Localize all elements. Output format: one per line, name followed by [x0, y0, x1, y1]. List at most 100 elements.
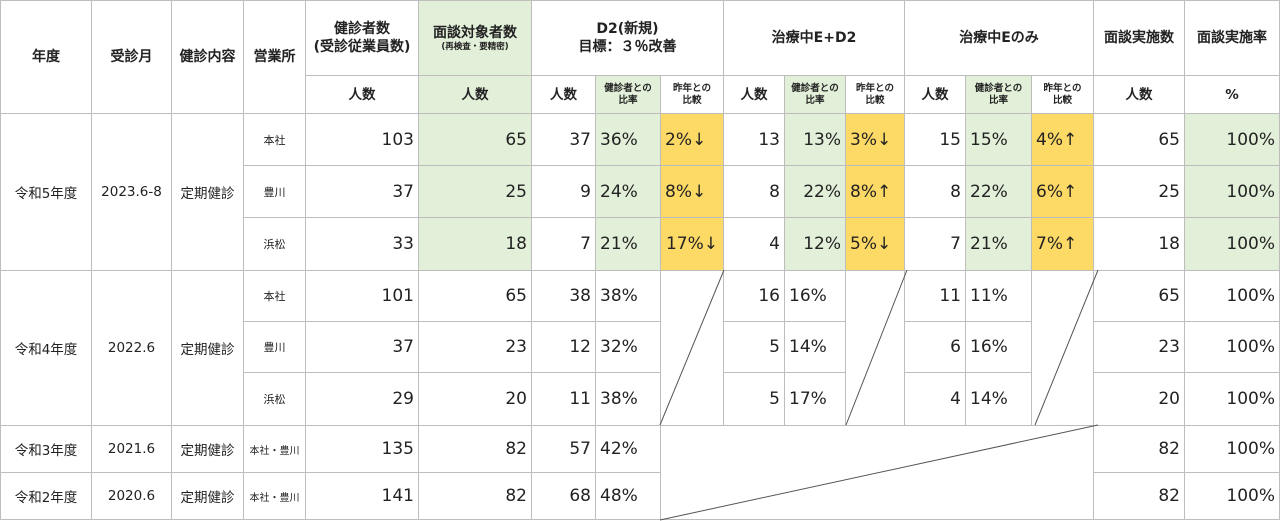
cell-interviews: 23: [1093, 321, 1185, 373]
cell-office: 浜松: [243, 372, 306, 426]
cell-e-compare-empty: [1031, 270, 1094, 426]
cell-office: 豊川: [243, 165, 306, 218]
cell-rate: 100%: [1184, 165, 1280, 218]
table-row: 令和5年度 2023.6-8 定期健診 本社 103 65 37 36% 2%↓…: [0, 113, 1280, 271]
cell-examinees: 135: [305, 425, 419, 473]
cell-ed2-compare: 5%↓: [845, 217, 905, 271]
cell-interviews: 20: [1093, 372, 1185, 426]
cell-office: 本社・豊川: [243, 425, 306, 473]
cell-d2: 57: [531, 425, 596, 473]
table-row: 浜松 29 20 11 38% 5 17% 4 14% 20 100%: [1, 372, 1280, 426]
cell-examinees: 29: [305, 372, 419, 426]
subheader-ed2-people: 人数: [723, 75, 785, 114]
cell-ed2-ratio: 14%: [784, 321, 846, 373]
cell-rate: 100%: [1184, 372, 1280, 426]
header-year: 年度: [0, 0, 92, 114]
subheader-d2-compare: 昨年との 比較: [660, 75, 724, 114]
cell-office: 本社: [243, 113, 306, 166]
subheader-ratio-line1: 健診者との: [604, 82, 652, 94]
cell-e-ratio: 21%: [965, 217, 1032, 271]
cell-e-ratio: 22%: [965, 165, 1032, 218]
cell-d2-ratio: 38%: [595, 270, 661, 322]
cell-content: 定期健診: [171, 425, 244, 473]
table-row: 令和3年度 2021.6 定期健診 本社・豊川 135 82 57 42% 82…: [0, 425, 1280, 520]
subheader-examinees-people: 人数: [305, 75, 419, 114]
cell-ed2: 5: [723, 321, 785, 373]
subheader-ratio-line1: 健診者との: [791, 82, 839, 94]
cell-e-ratio: 16%: [965, 321, 1032, 373]
cell-d2-ratio: 38%: [595, 372, 661, 426]
cell-office: 本社・豊川: [243, 472, 306, 520]
cell-d2-compare: 17%↓: [660, 217, 724, 271]
cell-office: 本社: [243, 270, 306, 322]
cell-interviews: 25: [1093, 165, 1185, 218]
table-row: 豊川 37 25 9 24% 8%↓ 8 22% 8%↑ 8 22% 6%↑ 2…: [1, 165, 1280, 218]
cell-e: 7: [904, 217, 966, 271]
subheader-ratio-line2: 比率: [988, 94, 1008, 106]
cell-ed2-compare-empty: [845, 270, 905, 426]
cell-ed2-compare: 8%↑: [845, 165, 905, 218]
subheader-compare-line2: 比較: [1052, 94, 1072, 106]
header-targets: 面談対象者数 (再検査・要精密): [418, 0, 532, 76]
cell-targets: 65: [418, 270, 532, 322]
cell-month: 2020.6: [91, 472, 172, 520]
cell-content: 定期健診: [171, 472, 244, 520]
cell-d2-compare: 8%↓: [660, 165, 724, 218]
subheader-ed2-ratio: 健診者との 比率: [784, 75, 846, 114]
cell-interviews: 65: [1093, 113, 1185, 166]
header-examinees: 健診者数 (受診従業員数): [305, 0, 419, 76]
cell-month: 2022.6: [91, 270, 172, 426]
cell-targets: 20: [418, 372, 532, 426]
table-row: 令和2年度 2020.6 定期健診 本社・豊川 141 82 68 48% 82…: [0, 472, 1280, 520]
header-treat-e-d2: 治療中E+D2: [723, 0, 905, 76]
cell-ed2-ratio: 16%: [784, 270, 846, 322]
cell-year: 令和4年度: [0, 270, 92, 426]
cell-e-ratio: 14%: [965, 372, 1032, 426]
cell-d2: 12: [531, 321, 596, 373]
cell-ed2: 4: [723, 217, 785, 271]
cell-e-compare: 6%↑: [1031, 165, 1094, 218]
header-targets-line1: 面談対象者数: [433, 24, 517, 41]
cell-rate: 100%: [1184, 425, 1280, 473]
cell-e: 15: [904, 113, 966, 166]
cell-d2-ratio: 24%: [595, 165, 661, 218]
cell-year: 令和2年度: [0, 472, 92, 520]
subheader-interviews-people: 人数: [1093, 75, 1185, 114]
cell-ed2-ratio: 17%: [784, 372, 846, 426]
subheader-e-compare: 昨年との 比較: [1031, 75, 1094, 114]
cell-d2: 7: [531, 217, 596, 271]
cell-e: 11: [904, 270, 966, 322]
subheader-compare-line2: 比較: [682, 94, 702, 106]
header-month: 受診月: [91, 0, 172, 114]
cell-d2: 9: [531, 165, 596, 218]
header-treat-e-only: 治療中Eのみ: [904, 0, 1094, 76]
cell-targets: 23: [418, 321, 532, 373]
cell-d2: 68: [531, 472, 596, 520]
subheader-rate-percent: %: [1184, 75, 1280, 114]
cell-rate: 100%: [1184, 270, 1280, 322]
table-row: 令和4年度 2022.6 定期健診 本社 101 65 38 38% 16 16…: [0, 270, 1280, 426]
cell-d2-ratio: 21%: [595, 217, 661, 271]
cell-interviews: 82: [1093, 425, 1185, 473]
subheader-compare-line1: 昨年との: [673, 82, 711, 94]
cell-interviews: 18: [1093, 217, 1185, 271]
subheader-ratio-line2: 比率: [618, 94, 638, 106]
cell-empty-block: [660, 425, 1094, 520]
cell-content: 定期健診: [171, 270, 244, 426]
cell-d2-ratio: 42%: [595, 425, 661, 473]
cell-e-ratio: 11%: [965, 270, 1032, 322]
subheader-ed2-compare: 昨年との 比較: [845, 75, 905, 114]
header-targets-line2: (再検査・要精密): [441, 41, 509, 52]
cell-year: 令和3年度: [0, 425, 92, 473]
header-examinees-line2: (受診従業員数): [313, 39, 411, 55]
cell-rate: 100%: [1184, 472, 1280, 520]
cell-ed2-ratio: 22%: [784, 165, 846, 218]
cell-e-compare: 4%↑: [1031, 113, 1094, 166]
subheader-ratio-line2: 比率: [805, 94, 825, 106]
cell-e: 8: [904, 165, 966, 218]
cell-d2-ratio: 32%: [595, 321, 661, 373]
cell-targets: 25: [418, 165, 532, 218]
cell-month: 2023.6-8: [91, 113, 172, 271]
cell-d2: 11: [531, 372, 596, 426]
